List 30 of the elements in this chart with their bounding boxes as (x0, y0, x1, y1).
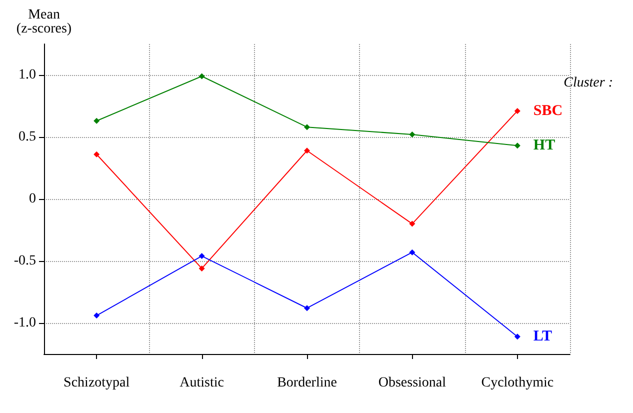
y-tick-label: 0.5 (18, 130, 36, 144)
y-tick-label: -0.5 (14, 254, 36, 268)
x-tick-label: Borderline (277, 376, 337, 390)
x-tick-label: Schizotypal (64, 376, 130, 390)
point (409, 249, 416, 256)
y-axis-title: Mean (z-scores) (16, 8, 72, 36)
x-tick-label: Autistic (180, 376, 224, 390)
point (198, 253, 205, 260)
point (198, 265, 205, 272)
point (94, 118, 100, 124)
point (514, 142, 520, 149)
series-label: LT (533, 328, 552, 345)
point (198, 73, 205, 80)
point (514, 334, 520, 340)
series-label: SBC (533, 102, 563, 119)
point (409, 220, 416, 227)
y-tick-label: 1.0 (18, 68, 36, 82)
x-tick-label: Cyclothymic (481, 376, 554, 390)
point (94, 151, 100, 158)
point (94, 312, 100, 319)
point (304, 148, 310, 154)
point (304, 305, 310, 312)
legend-title: Cluster : (564, 76, 613, 90)
point (304, 124, 310, 130)
y-tick-label: -1.0 (14, 316, 36, 330)
x-tick-label: Obsessional (378, 376, 446, 390)
point (514, 108, 520, 114)
y-tick-label: 0 (29, 192, 36, 206)
point (409, 132, 416, 138)
series-label: HT (533, 138, 556, 154)
